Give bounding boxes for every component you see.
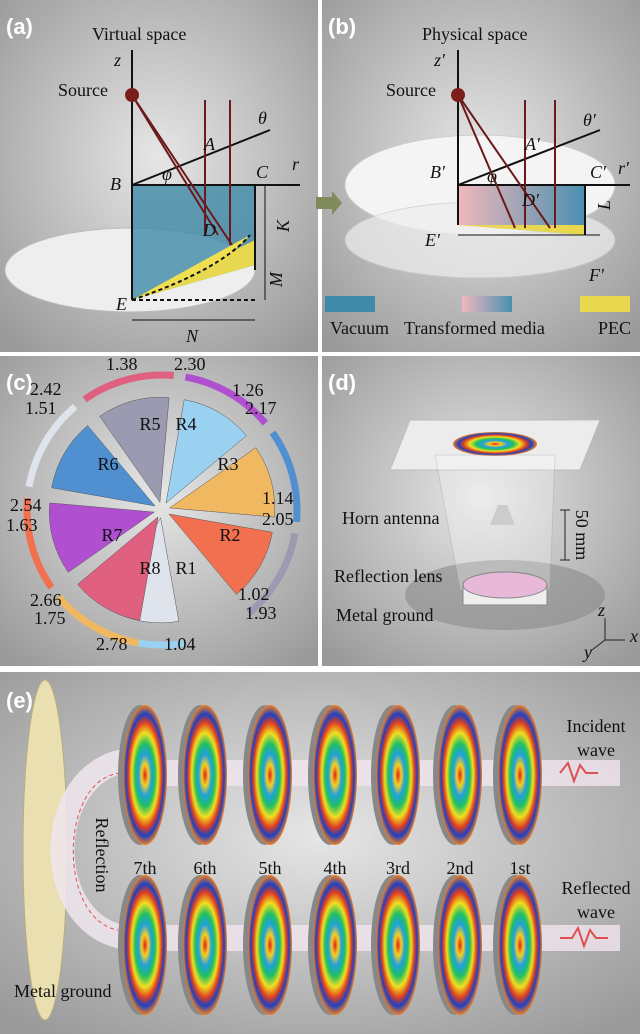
region-label: R5 xyxy=(139,414,160,434)
order-label: 3rd xyxy=(386,858,410,878)
axis-label: z xyxy=(597,600,605,620)
region-label: R1 xyxy=(175,558,196,578)
field-disk xyxy=(376,875,420,1015)
field-disk xyxy=(438,705,482,845)
range-label: 2.78 xyxy=(96,634,128,654)
field-disk xyxy=(183,875,227,1015)
axis-label: θ xyxy=(258,108,267,128)
region-label: R4 xyxy=(175,414,196,434)
region-label: R3 xyxy=(217,454,238,474)
point-label: C′ xyxy=(590,162,607,182)
component-label: Horn antenna xyxy=(342,508,439,528)
range-label: 1.63 xyxy=(6,515,38,535)
region-label: R6 xyxy=(97,454,118,474)
range-label: 2.42 xyxy=(30,379,62,399)
panel-title: Virtual space xyxy=(92,24,186,44)
dim-label: K xyxy=(273,219,293,233)
point-label: B xyxy=(110,174,121,194)
axis-label: x xyxy=(629,626,638,646)
point-label: E xyxy=(115,294,127,314)
field-disk xyxy=(313,875,357,1015)
legend-label: PEC xyxy=(598,318,631,338)
panel-label: (c) xyxy=(6,370,33,395)
legend-swatch xyxy=(580,296,630,312)
wave-label: wave xyxy=(577,740,615,760)
point-label: A xyxy=(203,134,216,154)
axis-label: r xyxy=(292,154,300,174)
wave-label: Reflected xyxy=(562,878,631,898)
region-label: R7 xyxy=(101,525,122,545)
panel-title: Physical space xyxy=(422,24,527,44)
order-label: 5th xyxy=(258,858,281,878)
panel-label: (e) xyxy=(6,688,33,713)
dim-label: L xyxy=(594,200,614,211)
field-disk xyxy=(313,705,357,845)
order-label: 1st xyxy=(509,858,530,878)
range-label: 1.26 xyxy=(232,380,264,400)
wave-label: Incident xyxy=(567,716,626,736)
axis-label: r′ xyxy=(618,158,630,178)
legend-label: Transformed media xyxy=(404,318,545,338)
point-label: E′ xyxy=(424,230,441,250)
page: {"panel_a": {"label": "(a)", "title": "V… xyxy=(0,0,640,1034)
legend-label: Vacuum xyxy=(330,318,389,338)
figure: (a)(b)(c)(d)(e)Virtual spacezSourceθrφAB… xyxy=(0,0,640,1034)
range-label: 1.51 xyxy=(25,398,57,418)
axis-label: y xyxy=(582,642,592,662)
reflection-label: Reflection xyxy=(92,818,112,893)
field-disk xyxy=(248,875,292,1015)
legend-swatch xyxy=(462,296,512,312)
axis-label: z′ xyxy=(433,50,446,70)
order-label: 6th xyxy=(193,858,216,878)
order-label: 4th xyxy=(323,858,346,878)
field-disk xyxy=(498,705,542,845)
range-label: 2.30 xyxy=(174,354,206,374)
point-label: D xyxy=(202,220,216,240)
point-label: A′ xyxy=(524,134,541,154)
range-label: 2.54 xyxy=(10,495,42,515)
order-label: 7th xyxy=(133,858,156,878)
field-disk xyxy=(123,875,167,1015)
point-label: B′ xyxy=(430,162,446,182)
source-label: Source xyxy=(58,80,108,100)
panel-label: (b) xyxy=(328,14,356,39)
field-disk xyxy=(438,875,482,1015)
order-label: 2nd xyxy=(447,858,474,878)
legend-swatch xyxy=(325,296,375,312)
point-label: F′ xyxy=(588,265,605,285)
field-disk xyxy=(498,875,542,1015)
field-disk xyxy=(123,705,167,845)
field-disk xyxy=(183,705,227,845)
source-label: Source xyxy=(386,80,436,100)
range-label: 1.75 xyxy=(34,608,66,628)
range-label: 1.04 xyxy=(164,634,196,654)
region-label: R2 xyxy=(219,525,240,545)
field-disk xyxy=(376,705,420,845)
range-label: 1.93 xyxy=(245,603,277,623)
field-disk xyxy=(248,705,292,845)
range-label: 1.38 xyxy=(106,354,138,374)
range-label: 2.17 xyxy=(245,398,277,418)
wave-label: wave xyxy=(577,902,615,922)
angle-label: φ xyxy=(162,164,172,184)
distance-label: 50 mm xyxy=(572,510,592,561)
axis-label: θ′ xyxy=(583,110,597,130)
dim-label: M xyxy=(266,271,286,288)
point-label: C xyxy=(256,162,269,182)
angle-label: φ xyxy=(487,166,497,186)
range-label: 1.02 xyxy=(238,584,270,604)
ground-label: Metal ground xyxy=(14,981,111,1001)
panel-label: (d) xyxy=(328,370,356,395)
region-label: R8 xyxy=(139,558,160,578)
point-label: D′ xyxy=(521,190,540,210)
panel-label: (a) xyxy=(6,14,33,39)
dim-label: N xyxy=(185,326,199,346)
range-label: 2.66 xyxy=(30,590,62,610)
component-label: Reflection lens xyxy=(334,566,442,586)
axis-label: z xyxy=(113,50,121,70)
component-label: Metal ground xyxy=(336,605,433,625)
range-label: 2.05 xyxy=(262,509,294,529)
range-label: 1.14 xyxy=(262,488,294,508)
